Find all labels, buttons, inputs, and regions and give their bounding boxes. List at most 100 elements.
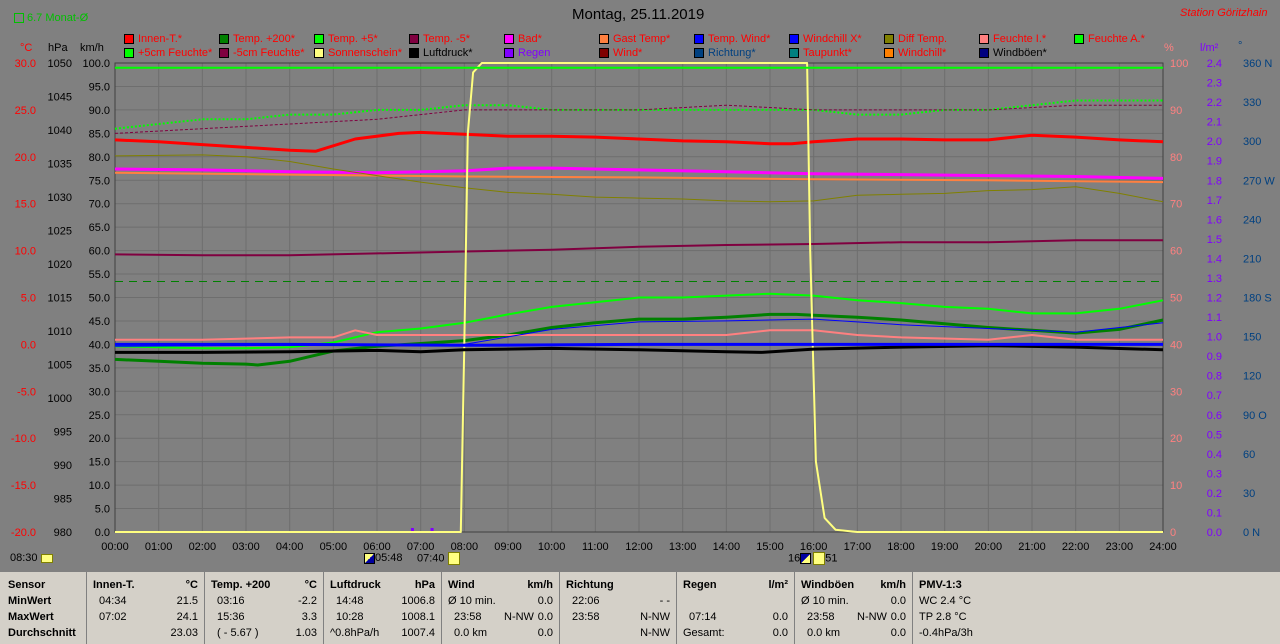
- direction-tick-label: 150: [1243, 332, 1261, 344]
- sunset-label: 16 51: [788, 552, 838, 565]
- legend-label: Richtung*: [708, 46, 756, 59]
- rain-tick-label: 2.1: [1207, 117, 1222, 129]
- legend-label: +5cm Feuchte*: [138, 46, 213, 59]
- wind-row2-dir: N-NW: [504, 611, 534, 623]
- legend-swatch: [314, 33, 324, 44]
- stats-regen: Regen l/m² 07:14 0.0 Gesamt: 0.0: [677, 572, 795, 644]
- direction-tick-label: 210: [1243, 253, 1261, 265]
- legend-label: Windchill X*: [803, 32, 862, 45]
- station-name: Station Göritzhain: [1180, 7, 1268, 19]
- legend-item[interactable]: Feuchte I.*: [979, 32, 1046, 45]
- sun-bar-icon: [447, 552, 460, 565]
- legend-item[interactable]: Feuchte A.*: [1074, 32, 1145, 45]
- pressure-tick-label: 1045: [48, 92, 72, 104]
- humidity-tick-label: 50: [1170, 293, 1182, 305]
- legend-item[interactable]: Innen-T.*: [124, 32, 182, 45]
- x-tick-label: 22:00: [1062, 541, 1090, 553]
- windboen-header: Windböen: [801, 579, 855, 591]
- humidity-tick-label: 80: [1170, 152, 1182, 164]
- legend-item[interactable]: Regen: [504, 46, 550, 59]
- windboen-row2-value: 0.0: [890, 611, 906, 623]
- legend-swatch: [409, 47, 419, 58]
- temp-tick-label: -15.0: [11, 480, 36, 492]
- pressure-tick-label: 1005: [48, 360, 72, 372]
- temp-tick-label: 20.0: [15, 152, 36, 164]
- luftdruck-avg-value: 1007.4: [401, 627, 435, 639]
- row-label-avg: Durchschnitt: [8, 627, 76, 639]
- legend-swatch: [694, 47, 704, 58]
- humidity-tick-label: 40: [1170, 339, 1182, 351]
- rain-tick-label: 0.4: [1207, 449, 1222, 461]
- pmv-header: PMV-1:3: [919, 579, 962, 591]
- pressure-axis-unit: hPa: [48, 42, 68, 54]
- pmv-wc: WC 2.4 °C: [919, 595, 972, 607]
- x-tick-label: 11:00: [582, 541, 609, 553]
- pressure-tick-label: 1000: [48, 393, 72, 405]
- legend-label: Diff Temp.: [898, 32, 948, 45]
- legend-item[interactable]: Temp. Wind*: [694, 32, 770, 45]
- legend-swatch: [884, 33, 894, 44]
- rain-tick-label: 0.0: [1207, 527, 1222, 539]
- rain-tick-label: 1.9: [1207, 156, 1222, 168]
- checkbox-icon: [14, 13, 24, 24]
- wind-tick-label: 20.0: [89, 433, 110, 445]
- legend-label: Temp. +5*: [328, 32, 378, 45]
- legend-label: Temp. -5*: [423, 32, 471, 45]
- legend-item[interactable]: Temp. -5*: [409, 32, 470, 45]
- legend-item[interactable]: Bad*: [504, 32, 542, 45]
- rain-tick-label: 2.0: [1207, 136, 1222, 148]
- legend-item[interactable]: Diff Temp.: [884, 32, 947, 45]
- sunrise-time: 05:48: [375, 552, 403, 564]
- sunset-bar-icon: [813, 552, 826, 565]
- legend-swatch: [314, 47, 324, 58]
- wind-tick-label: 30.0: [89, 386, 110, 398]
- richtung-header: Richtung: [566, 579, 614, 591]
- legend-item[interactable]: Gast Temp*: [599, 32, 670, 45]
- sunset-minutes: 51: [825, 552, 838, 565]
- legend-item[interactable]: Taupunkt*: [789, 46, 852, 59]
- legend-item[interactable]: -5cm Feuchte*: [219, 46, 305, 59]
- pressure-tick-label: 1035: [48, 159, 72, 171]
- legend-item[interactable]: Temp. +5*: [314, 32, 378, 45]
- wind-tick-label: 100.0: [82, 58, 110, 70]
- humidity-tick-label: 0: [1170, 527, 1176, 539]
- legend-item[interactable]: +5cm Feuchte*: [124, 46, 212, 59]
- row-label-min: MinWert: [8, 595, 52, 607]
- series-line: [114, 166, 1164, 180]
- x-tick-label: 15:00: [756, 541, 784, 553]
- legend-item[interactable]: Windchill*: [884, 46, 946, 59]
- legend-item[interactable]: Windchill X*: [789, 32, 862, 45]
- x-tick-label: 01:00: [145, 541, 173, 553]
- wind-row3-value: 0.0: [537, 627, 553, 639]
- row-label-sensor: Sensor: [8, 579, 46, 591]
- legend-swatch: [124, 33, 134, 44]
- x-tick-label: 10:00: [538, 541, 566, 553]
- x-tick-label: 07:00: [407, 541, 435, 553]
- legend-swatch: [979, 47, 989, 58]
- pressure-tick-label: 990: [54, 460, 72, 472]
- wind-tick-label: 50.0: [89, 293, 110, 305]
- pmv-trend: -0.4hPa/3h: [919, 627, 973, 639]
- legend-swatch: [694, 33, 704, 44]
- legend-item[interactable]: Richtung*: [694, 46, 756, 59]
- legend-item[interactable]: Temp. +200*: [219, 32, 295, 45]
- series-line: [115, 342, 1163, 347]
- series-line: [114, 292, 1164, 350]
- legend-label: Windböen*: [993, 46, 1047, 59]
- x-tick-label: 00:00: [101, 541, 129, 553]
- direction-tick-label: 60: [1243, 449, 1255, 461]
- direction-tick-label: 180 S: [1243, 293, 1272, 305]
- wind-tick-label: 5.0: [95, 504, 110, 516]
- legend-item[interactable]: Windböen*: [979, 46, 1047, 59]
- sun-bar-start-time: 08:30: [10, 552, 38, 564]
- legend-item[interactable]: Luftdruck*: [409, 46, 473, 59]
- legend-item[interactable]: Wind*: [599, 46, 642, 59]
- sunset-hour: 16: [788, 552, 801, 565]
- series-line: [114, 312, 1164, 367]
- temp-tick-label: -10.0: [11, 433, 36, 445]
- wind-row1-label: Ø 10 min.: [448, 595, 496, 607]
- temp-tick-label: 30.0: [15, 58, 36, 70]
- temp-tick-label: -20.0: [11, 527, 36, 539]
- legend-item[interactable]: Sonnenschein*: [314, 46, 402, 59]
- series-line: [114, 318, 1164, 347]
